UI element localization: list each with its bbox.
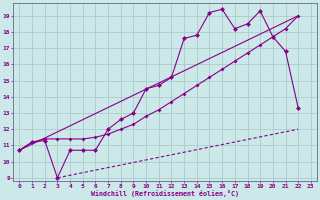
X-axis label: Windchill (Refroidissement éolien,°C): Windchill (Refroidissement éolien,°C) [91, 190, 239, 197]
